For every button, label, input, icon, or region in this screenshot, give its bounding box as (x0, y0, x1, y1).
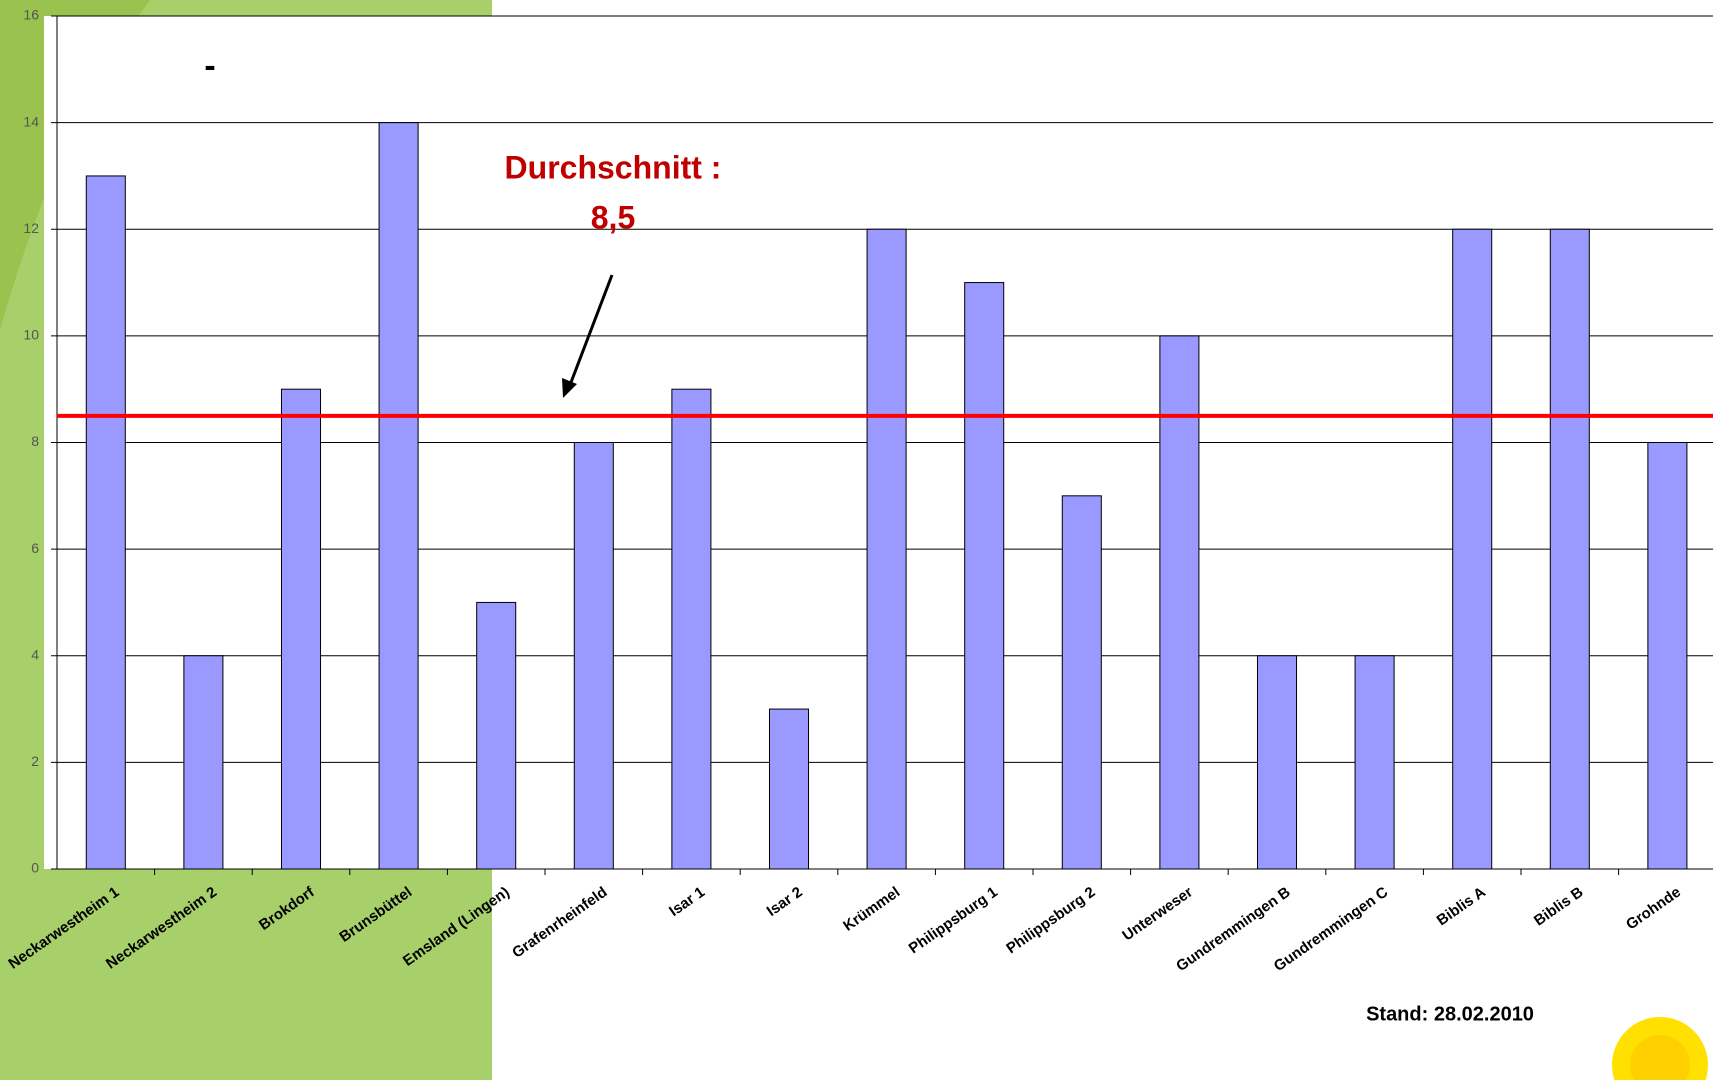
y-tick-label: 16 (23, 7, 39, 23)
y-tick-label: 2 (31, 753, 39, 769)
y-tick-label: 4 (31, 646, 39, 662)
bar (866, 228, 907, 870)
bar (85, 175, 126, 870)
bar (378, 122, 419, 870)
y-tick-label: 8 (31, 433, 39, 449)
arrow-shaft (568, 274, 614, 386)
bar (1647, 442, 1688, 870)
bar (183, 655, 224, 870)
note: Stand: 28.02.2010 (1366, 1003, 1534, 1025)
y-tick-label: 10 (23, 327, 39, 343)
green-panel (0, 0, 492, 1080)
y-tick-label: 0 (31, 860, 39, 876)
annotation: 8,5 (591, 199, 635, 235)
annotation: Durchschnitt : (505, 149, 722, 185)
bar (1354, 655, 1395, 870)
bar (768, 708, 810, 870)
bar (476, 601, 517, 870)
y-tick-label: 14 (23, 113, 39, 129)
green-shade (0, 0, 150, 330)
y-tick-label: 12 (23, 220, 39, 236)
bar (1452, 228, 1493, 870)
arrow-head (562, 378, 577, 398)
y-tick-label: 6 (31, 540, 39, 556)
chart-title: - (204, 47, 215, 85)
bar (1061, 495, 1102, 870)
bar (1256, 655, 1298, 870)
logo (1612, 1017, 1708, 1080)
bar (1159, 335, 1200, 870)
bar (671, 388, 712, 870)
bar (573, 442, 614, 870)
bar (280, 388, 322, 870)
bar (1549, 228, 1590, 870)
bar (964, 282, 1005, 870)
sunflower-center (1630, 1035, 1690, 1080)
